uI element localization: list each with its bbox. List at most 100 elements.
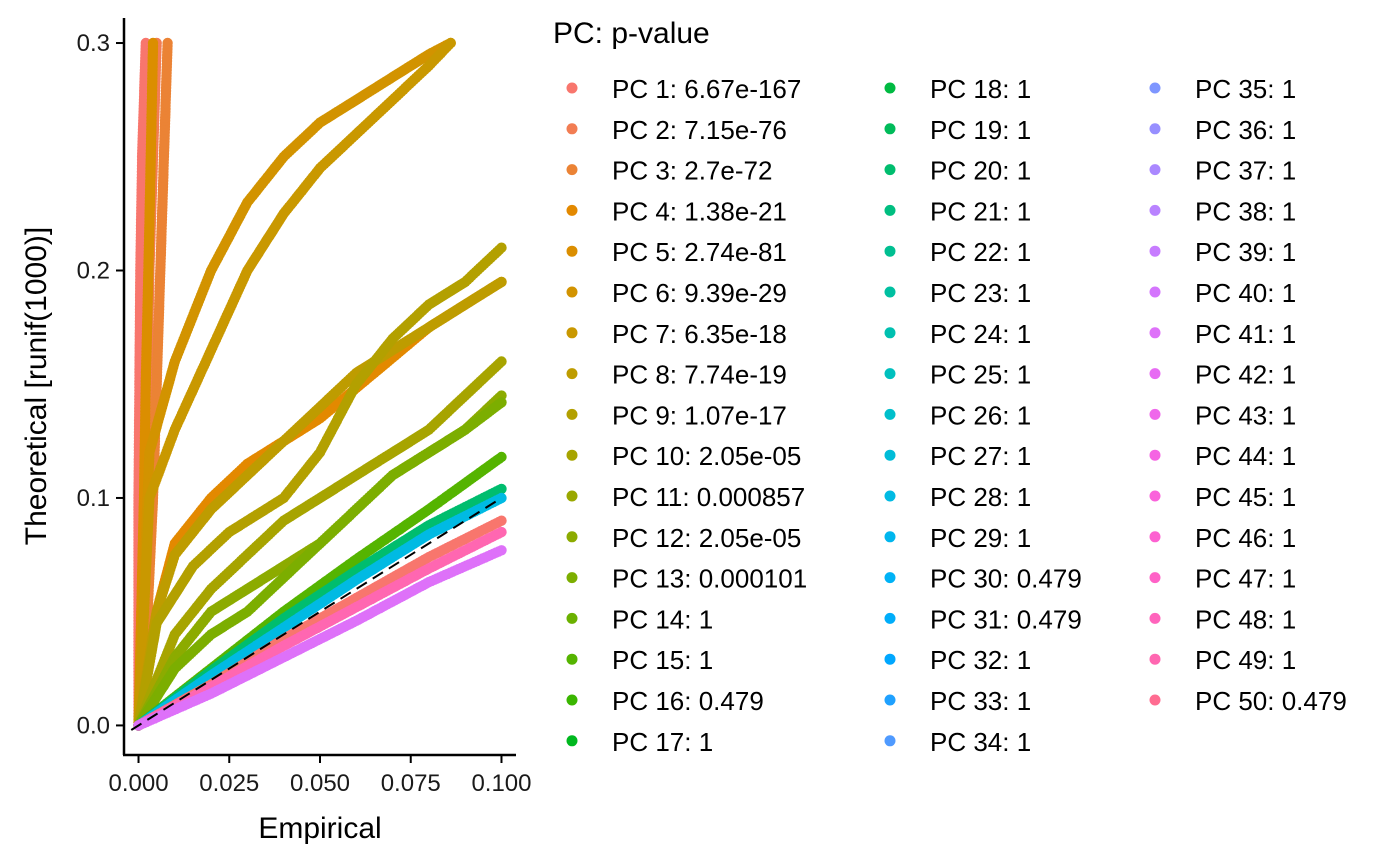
legend-label: PC 45: 1 [1195,482,1296,512]
legend-key [566,327,578,339]
legend-item: PC 50: 0.479 [1149,686,1347,716]
y-tick-label: 0.2 [77,257,110,284]
legend-item: PC 16: 0.479 [566,686,764,716]
legend-item: PC 39: 1 [1149,237,1296,267]
legend-item: PC 24: 1 [884,319,1031,349]
legend-label: PC 1: 6.67e-167 [612,74,801,104]
data-point [496,242,507,253]
legend-item: PC 17: 1 [566,727,713,757]
legend-label: PC 32: 1 [930,645,1031,675]
legend-item: PC 23: 1 [884,278,1031,308]
legend-item: PC 29: 1 [884,523,1031,553]
legend-item: PC 8: 7.74e-19 [566,360,787,390]
legend-label: PC 48: 1 [1195,604,1296,634]
legend-item: PC 32: 1 [884,645,1031,675]
legend-item: PC 49: 1 [1149,645,1296,675]
legend-item: PC 25: 1 [884,360,1031,390]
legend-key [566,735,578,747]
legend-item: PC 15: 1 [566,645,713,675]
legend-key [1149,123,1161,135]
legend-key [884,612,896,624]
legend-label: PC 28: 1 [930,482,1031,512]
legend-key [566,694,578,706]
legend-key [884,204,896,216]
legend-key [1149,449,1161,461]
legend-key [884,572,896,584]
legend-key [884,245,896,257]
legend-label: PC 6: 9.39e-29 [612,278,787,308]
legend-label: PC 38: 1 [1195,196,1296,226]
legend-key [1149,408,1161,420]
data-point [496,526,507,538]
legend-item: PC 20: 1 [884,156,1031,186]
legend-key [884,82,896,94]
legend-key [1149,490,1161,502]
legend-item: PC 10: 2.05e-05 [566,441,801,471]
legend-key [1149,694,1161,706]
legend-item: PC 5: 2.74e-81 [566,237,787,267]
legend-key [566,368,578,380]
data-series [133,545,507,731]
x-tick-label: 0.075 [381,770,441,797]
legend-item: PC 41: 1 [1149,319,1296,349]
data-series [133,37,456,731]
legend-label: PC 27: 1 [930,441,1031,471]
legend-item: PC 30: 0.479 [884,564,1082,594]
legend-item: PC 12: 2.05e-05 [566,523,801,553]
legend-label: PC 36: 1 [1195,115,1296,145]
x-tick-label: 0.050 [290,770,350,797]
legend-item: PC 48: 1 [1149,604,1296,634]
reference-line [130,497,503,731]
legend-key [884,286,896,298]
legend-label: PC 15: 1 [612,645,713,675]
legend-key [884,123,896,135]
data-point [496,515,507,526]
legend-key [1149,164,1161,176]
legend-key [1149,612,1161,624]
legend-key [566,245,578,257]
legend-item: PC 46: 1 [1149,523,1296,553]
plot-points [133,37,507,731]
x-ticks: 0.000 0.025 0.050 0.075 0.100 [108,755,532,797]
legend-key [884,408,896,420]
legend-label: PC 18: 1 [930,74,1031,104]
data-point [496,545,507,556]
legend-item: PC 2: 7.15e-76 [566,115,787,145]
legend-label: PC 21: 1 [930,196,1031,226]
legend-key [566,164,578,176]
legend-item: PC 19: 1 [884,115,1031,145]
legend-item: PC 11: 0.000857 [566,482,805,512]
legend-label: PC 11: 0.000857 [612,482,805,512]
legend-label: PC 46: 1 [1195,523,1296,553]
legend-label: PC 41: 1 [1195,319,1296,349]
legend-item: PC 45: 1 [1149,482,1296,512]
legend-label: PC 22: 1 [930,237,1031,267]
legend-item: PC 35: 1 [1149,74,1296,104]
legend-item: PC 40: 1 [1149,278,1296,308]
legend-label: PC 16: 0.479 [612,686,764,716]
x-tick-label: 0.000 [108,770,168,797]
legend-key [1149,245,1161,257]
data-point [162,37,173,49]
legend-key [884,490,896,502]
legend-key [1149,531,1161,543]
legend-label: PC 30: 0.479 [930,564,1082,594]
y-axis-title: Theoretical [runif(1000)] [20,227,53,546]
data-series [133,242,507,731]
legend-key [884,694,896,706]
legend-label: PC 42: 1 [1195,360,1296,390]
legend-item: PC 31: 0.479 [884,604,1082,634]
legend-key [884,531,896,543]
legend-label: PC 37: 1 [1195,156,1296,186]
legend-label: PC 47: 1 [1195,564,1296,594]
legend-item: PC 44: 1 [1149,441,1296,471]
legend-label: PC 8: 7.74e-19 [612,360,787,390]
y-tick-label: 0.0 [77,712,110,739]
legend-item: PC 36: 1 [1149,115,1296,145]
data-series [133,397,507,731]
y-tick-label: 0.3 [77,30,110,57]
legend-key [1149,368,1161,380]
legend-item: PC 18: 1 [884,74,1031,104]
legend-label: PC 5: 2.74e-81 [612,237,787,267]
legend-key [1149,286,1161,298]
